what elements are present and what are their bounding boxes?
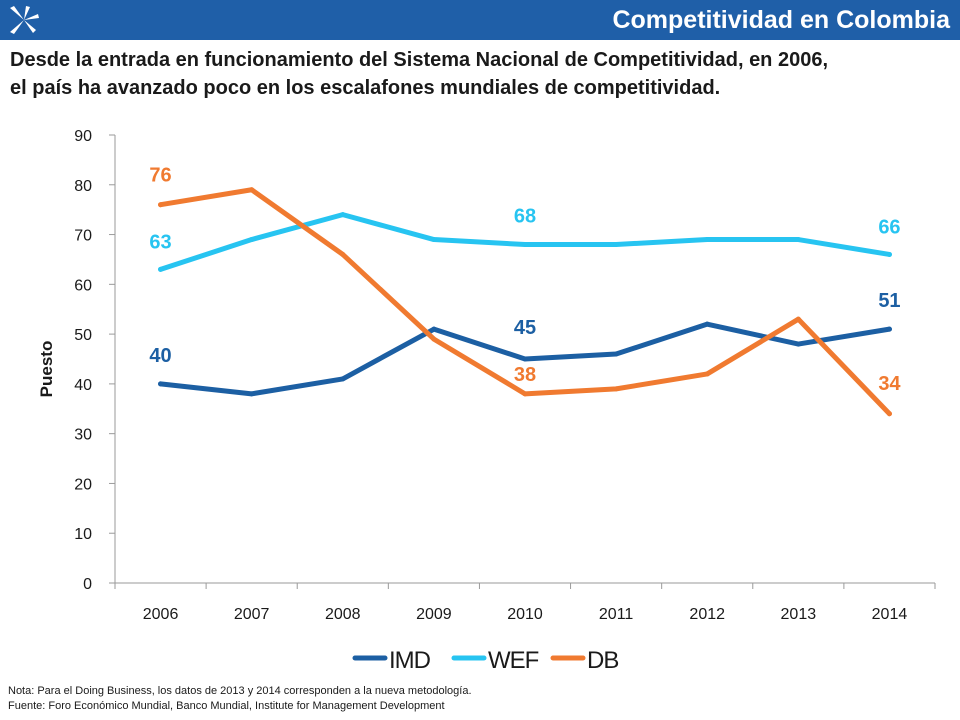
x-tick-label: 2006 [143, 606, 179, 623]
footer-notes: Nota: Para el Doing Business, los datos … [8, 684, 472, 714]
data-label-imd: 45 [514, 317, 536, 339]
subtitle-line-2: el país ha avanzado poco en los escalafo… [10, 77, 721, 99]
x-tick-label: 2013 [781, 606, 817, 623]
data-point-db [522, 391, 528, 397]
y-tick-label: 70 [74, 228, 92, 245]
data-label-db: 76 [149, 165, 171, 187]
y-tick-label: 50 [74, 327, 92, 344]
data-point-wef [522, 242, 528, 248]
y-tick-label: 30 [74, 427, 92, 444]
data-point-wef [613, 242, 619, 248]
data-point-db [795, 316, 801, 322]
data-label-db: 34 [878, 373, 901, 395]
x-tick-label: 2014 [872, 606, 908, 623]
data-point-wef [340, 212, 346, 218]
y-tick-label: 40 [74, 377, 92, 394]
subtitle: Desde la entrada en funcionamiento del S… [10, 46, 950, 102]
data-point-db [158, 202, 164, 208]
data-point-wef [158, 266, 164, 272]
legend-label-wef: WEF [488, 647, 539, 674]
header-bar: Competitividad en Colombia [0, 0, 960, 40]
x-tick-label: 2007 [234, 606, 270, 623]
data-point-db [704, 371, 710, 377]
page-title: Competitividad en Colombia [612, 6, 950, 34]
data-point-db [431, 336, 437, 342]
data-point-wef [431, 237, 437, 243]
y-tick-label: 80 [74, 178, 92, 195]
data-label-imd: 51 [878, 290, 900, 312]
data-label-wef: 68 [514, 206, 536, 228]
subtitle-line-1: Desde la entrada en funcionamiento del S… [10, 49, 829, 71]
data-point-imd [340, 376, 346, 382]
data-point-imd [431, 326, 437, 332]
data-point-wef [249, 237, 255, 243]
y-tick-label: 0 [83, 576, 92, 593]
x-tick-label: 2012 [689, 606, 725, 623]
data-point-db [613, 386, 619, 392]
data-point-imd [704, 321, 710, 327]
x-tick-label: 2009 [416, 606, 452, 623]
star-icon [10, 6, 39, 34]
data-point-imd [795, 341, 801, 347]
y-tick-label: 60 [74, 277, 92, 294]
data-point-wef [795, 237, 801, 243]
y-tick-label: 10 [74, 526, 92, 543]
y-tick-label: 90 [74, 128, 92, 145]
x-tick-label: 2011 [599, 606, 634, 623]
data-point-imd [613, 351, 619, 357]
footer-note: Nota: Para el Doing Business, los datos … [8, 685, 472, 697]
line-chart: 0 10 20 30 40 50 60 70 80 90 2006 2007 2008 2009 2010 2… [37, 128, 936, 674]
data-label-db: 38 [514, 364, 536, 386]
data-point-wef [886, 251, 892, 257]
data-point-wef [704, 237, 710, 243]
data-label-imd: 40 [149, 345, 171, 367]
legend-label-db: DB [587, 647, 618, 674]
y-tick-label: 20 [74, 476, 92, 493]
data-point-imd [158, 381, 164, 387]
data-point-imd [522, 356, 528, 362]
legend-label-imd: IMD [389, 647, 431, 674]
y-axis-title: Puesto [37, 341, 56, 398]
footer-source: Fuente: Foro Económico Mundial, Banco Mu… [8, 700, 445, 712]
data-label-wef: 63 [149, 231, 171, 253]
x-tick-label: 2008 [325, 606, 361, 623]
data-point-db [886, 411, 892, 417]
data-label-wef: 66 [878, 216, 900, 238]
data-point-imd [886, 326, 892, 332]
x-tick-label: 2010 [507, 606, 543, 623]
data-point-imd [249, 391, 255, 397]
data-point-db [249, 187, 255, 193]
data-point-db [340, 251, 346, 257]
